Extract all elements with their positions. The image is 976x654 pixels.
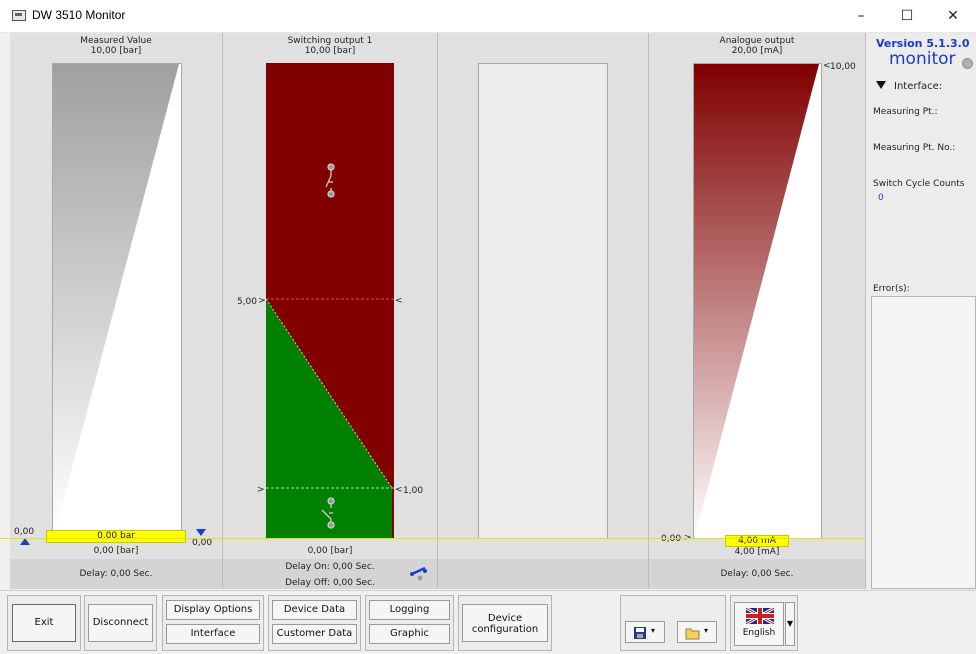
measuring-pt-label: Measuring Pt.: [873,107,938,117]
language-group: English ▼ [730,595,798,651]
analogue-output-range: 20,00 [mA] [731,46,783,56]
errors-label: Error(s): [873,284,910,294]
interface-expand-icon[interactable] [876,81,886,89]
switching-unit-label: 0,00 [bar] [307,546,353,556]
errors-box [871,296,976,589]
analogue-output-panel: Analogue output 20,00 [mA] < 10,00 0,00 … [649,33,866,589]
customer-data-button[interactable]: Customer Data [272,624,357,644]
device-configuration-line1: Device [487,613,523,624]
interface-button[interactable]: Interface [166,624,260,644]
save-dropdown-icon[interactable]: ▾ [651,626,656,635]
measured-value-panel: Measured Value 10,00 [bar] 0,00 0,00 bar… [10,33,223,589]
measured-value-gradient [53,64,179,538]
switch-cycle-counts-value: 0 [878,193,884,203]
analogue-footer [649,559,865,589]
empty-gauge [478,63,608,539]
disconnect-group: Disconnect [84,595,157,651]
switching-delay-on: Delay On: 0,00 Sec. [285,562,375,572]
exit-group: Exit [7,595,81,651]
switch-toggle-icon[interactable] [409,565,431,581]
empty-panel [438,33,649,589]
maximize-button[interactable]: ☐ [900,8,914,24]
uk-flag-icon [746,608,774,624]
switching-output-range: 10,00 [bar] [304,46,356,56]
title-bar: DW 3510 Monitor – ☐ ✕ [0,0,976,33]
language-dropdown-icon[interactable]: ▼ [785,602,795,646]
analogue-top-arrow-icon[interactable]: < [823,61,831,71]
info-panel: Version 5.1.3.0 monitor Interface: Measu… [866,33,976,589]
analogue-output-gradient [694,64,819,538]
value-line [0,538,866,539]
configuration-group: Device configuration [458,595,552,651]
upper-threshold-left-arrow-icon[interactable]: > [258,296,266,306]
lower-threshold-left-arrow-icon[interactable]: > [257,485,265,495]
device-configuration-line2: configuration [471,624,539,635]
app-icon [12,10,26,21]
save-icon [634,627,646,639]
empty-footer [438,559,648,589]
lower-threshold-label: 1,00 [403,486,424,496]
disconnect-button[interactable]: Disconnect [88,604,153,642]
analogue-output-gauge [693,63,822,539]
logging-button[interactable]: Logging [369,600,450,620]
display-options-button[interactable]: Display Options [166,600,260,620]
upper-limit-marker-icon[interactable] [196,529,206,536]
measured-value-gauge [52,63,182,539]
analogue-unit-label: 4,00 [mA] [734,547,780,557]
switching-output-title: Switching output 1 [287,36,373,46]
graphic-button[interactable]: Graphic [369,624,450,644]
analogue-top-mark: 10,00 [830,62,856,72]
close-button[interactable]: ✕ [947,8,959,24]
analogue-output-title: Analogue output [719,36,795,46]
switching-output-panel: Switching output 1 10,00 [bar] 5,00 > < … [223,33,438,589]
open-button[interactable]: ▾ [677,621,717,643]
window-title: DW 3510 Monitor [32,8,126,22]
analogue-value-display: 4,00 mA [725,535,789,547]
lower-limit-marker-icon[interactable] [20,538,30,545]
monitor-label: monitor [889,49,956,69]
measuring-pt-no-label: Measuring Pt. No.: [873,143,956,153]
switching-output-gauge [266,63,394,539]
save-button[interactable]: ▾ [625,621,665,643]
measured-left-mark: 0,00 [14,527,35,537]
upper-threshold-right-arrow-icon[interactable]: < [395,296,403,306]
analogue-delay: Delay: 0,00 Sec. [720,569,794,579]
bottom-toolbar: Exit Disconnect Display Options Interfac… [0,590,976,654]
measured-unit-label: 0,00 [bar] [93,546,139,556]
device-configuration-button[interactable]: Device configuration [462,604,548,642]
status-led-icon [962,58,973,69]
measured-right-mark: 0,00 [192,538,213,548]
file-group: ▾ ▾ [620,595,726,651]
analogue-bottom-mark: 0,00 [661,534,682,544]
device-data-button[interactable]: Device Data [272,600,357,620]
lower-threshold-right-arrow-icon[interactable]: < [395,485,403,495]
logging-group: Logging Graphic [365,595,454,651]
language-label: English [742,628,776,638]
display-group: Display Options Interface [162,595,264,651]
switching-delay-off: Delay Off: 0,00 Sec. [285,578,375,588]
open-dropdown-icon[interactable]: ▾ [704,626,709,635]
exit-button[interactable]: Exit [12,604,76,642]
measured-value-display: 0,00 bar [46,530,186,543]
version-label: Version 5.1.3.0 [876,37,970,50]
language-button[interactable]: English [734,602,784,646]
measured-footer [10,559,222,589]
switch-cycle-counts-label: Switch Cycle Counts [873,179,965,189]
switching-footer [223,559,437,589]
data-group: Device Data Customer Data [268,595,361,651]
measured-value-range: 10,00 [bar] [90,46,142,56]
minimize-button[interactable]: – [857,8,865,24]
upper-threshold-label: 5,00 [236,297,257,307]
measured-delay: Delay: 0,00 Sec. [79,569,153,579]
measured-value-title: Measured Value [80,36,152,46]
interface-label: Interface: [894,81,943,92]
switching-output-graph [266,63,394,539]
open-folder-icon [685,628,700,640]
